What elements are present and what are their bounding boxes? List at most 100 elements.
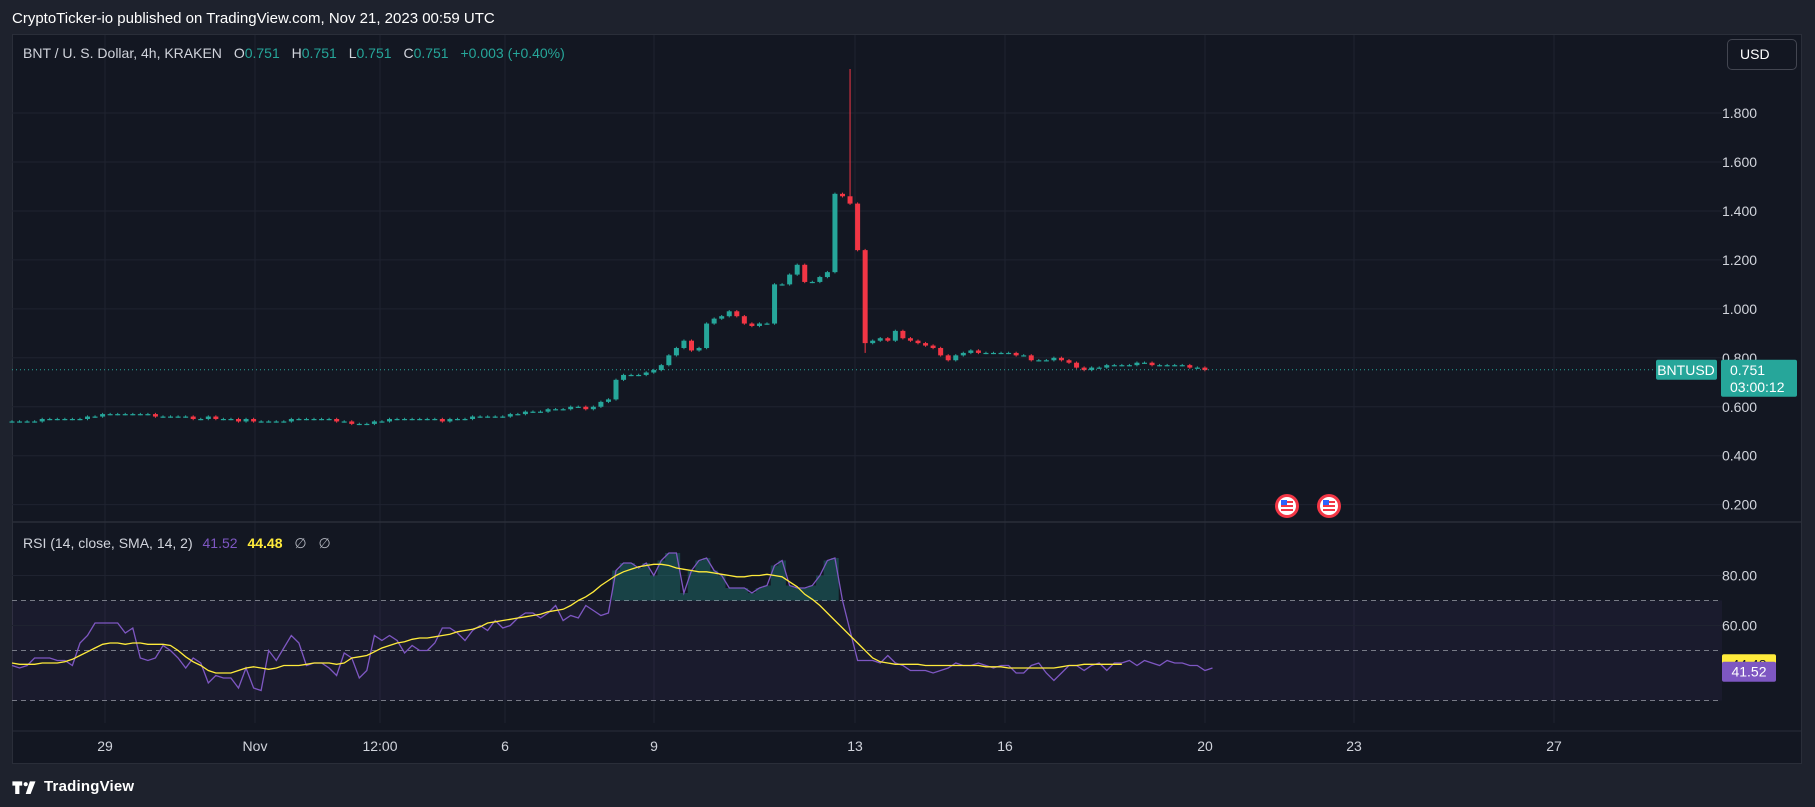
price-badge-countdown: 03:00:12 — [1730, 379, 1785, 395]
candle-body — [1179, 365, 1185, 367]
candle-body — [681, 340, 687, 349]
candle-body — [734, 311, 740, 317]
candle-body — [877, 338, 883, 341]
candle-body — [500, 416, 506, 418]
price-badge — [1721, 359, 1797, 397]
low-value: 0.751 — [356, 45, 392, 61]
candle-body — [1157, 365, 1163, 367]
candle-body — [628, 374, 634, 377]
candle-body — [183, 416, 189, 418]
candle-body — [85, 416, 90, 419]
candle-body — [605, 399, 611, 402]
tradingview-logo-icon — [12, 780, 36, 794]
candle-body — [885, 338, 891, 341]
tradingview-brand-text: TradingView — [44, 778, 135, 795]
time-tick-label: 16 — [997, 738, 1013, 754]
rsi-extra-1: ∅ — [294, 535, 307, 551]
candle-body — [175, 416, 181, 418]
tradingview-brand[interactable]: TradingView — [12, 778, 134, 795]
candle-body — [160, 416, 166, 418]
candle-body — [1058, 357, 1064, 361]
candle-body — [205, 416, 211, 419]
time-tick-label: 6 — [501, 738, 509, 754]
symbol-badge-text: BNTUSD — [1657, 362, 1715, 378]
publisher-bar: CryptoTicker-io published on TradingView… — [0, 0, 1815, 34]
us-flag-event-icon[interactable] — [1317, 494, 1341, 518]
candle-body — [364, 423, 370, 426]
candle-body — [379, 421, 385, 423]
candle-body — [590, 406, 596, 410]
candle-body — [704, 323, 710, 349]
candle-body — [772, 284, 778, 324]
change-value: +0.003 (+0.40%) — [460, 45, 565, 61]
time-tick-label: 13 — [847, 738, 863, 754]
candle-body — [311, 418, 317, 421]
candle-body — [953, 355, 959, 361]
candle-body — [356, 423, 362, 426]
symbol-title: BNT / U. S. Dollar, 4h, KRAKEN — [23, 45, 222, 61]
symbol-legend[interactable]: BNT / U. S. Dollar, 4h, KRAKEN O0.751 H0… — [23, 45, 565, 61]
candle-body — [1104, 365, 1110, 368]
candle-body — [17, 421, 23, 423]
price-badge-value: 0.751 — [1730, 362, 1765, 378]
candle-body — [915, 340, 921, 344]
candle-body — [1126, 365, 1132, 367]
time-tick-label: 9 — [650, 738, 658, 754]
candle-body — [1187, 365, 1193, 368]
time-axis: 29 Nov 12:00 6 9 13 16 20 23 27 — [97, 738, 1562, 754]
us-flag-event-icon[interactable] — [1275, 494, 1299, 518]
candle-body — [122, 414, 128, 416]
candle-body — [334, 418, 340, 422]
candle-body — [545, 409, 551, 412]
rsi-badge — [1722, 661, 1776, 682]
price-tick-label: 0.200 — [1722, 497, 1757, 513]
candle-body — [1096, 367, 1102, 369]
candle-body — [190, 416, 196, 419]
candle-body — [749, 323, 755, 326]
candle-body — [341, 421, 347, 423]
candle-body — [847, 196, 853, 204]
candle-body — [266, 421, 272, 423]
candle-body — [726, 311, 732, 317]
rsi-value: 41.52 — [202, 535, 238, 551]
rsi-tick-label: 60.00 — [1722, 618, 1757, 634]
candle-body — [968, 350, 974, 353]
candle-body — [689, 340, 694, 351]
candle-body — [152, 414, 158, 417]
candle-body — [568, 406, 574, 410]
candle-body — [107, 414, 113, 416]
candle-body — [636, 374, 642, 377]
candle-body — [1194, 367, 1200, 369]
candle-body — [213, 416, 219, 419]
candle-body — [394, 418, 400, 421]
candle-body — [1089, 367, 1095, 371]
candle-body — [258, 421, 264, 423]
candle-body — [1149, 362, 1155, 366]
candle-body — [756, 323, 762, 326]
candle-body — [1028, 355, 1034, 361]
candle-body — [711, 318, 717, 324]
candle-body — [696, 348, 702, 351]
candle-body — [560, 409, 566, 411]
candle-body — [817, 277, 823, 282]
publisher-text: CryptoTicker-io published on TradingView… — [12, 10, 495, 27]
currency-button[interactable]: USD — [1727, 39, 1797, 70]
price-tick-label: 1.200 — [1722, 252, 1757, 268]
candle-body — [424, 418, 430, 421]
candle-body — [137, 414, 143, 416]
candle-body — [1036, 360, 1042, 362]
candle-body — [9, 421, 15, 423]
candle-body — [1164, 365, 1170, 367]
candle-body — [236, 418, 241, 422]
candle-body — [1006, 352, 1012, 355]
candle-body — [251, 418, 257, 422]
price-tick-label: 1.400 — [1722, 203, 1757, 219]
candle-body — [145, 414, 151, 416]
candle-body — [1074, 362, 1080, 368]
candle-body — [553, 409, 559, 411]
rsi-legend[interactable]: RSI (14, close, SMA, 14, 2) 41.52 44.48 … — [23, 535, 331, 552]
candle-body — [281, 421, 287, 423]
rsi-extra-2: ∅ — [318, 535, 331, 551]
chart-frame[interactable] — [12, 34, 1802, 764]
